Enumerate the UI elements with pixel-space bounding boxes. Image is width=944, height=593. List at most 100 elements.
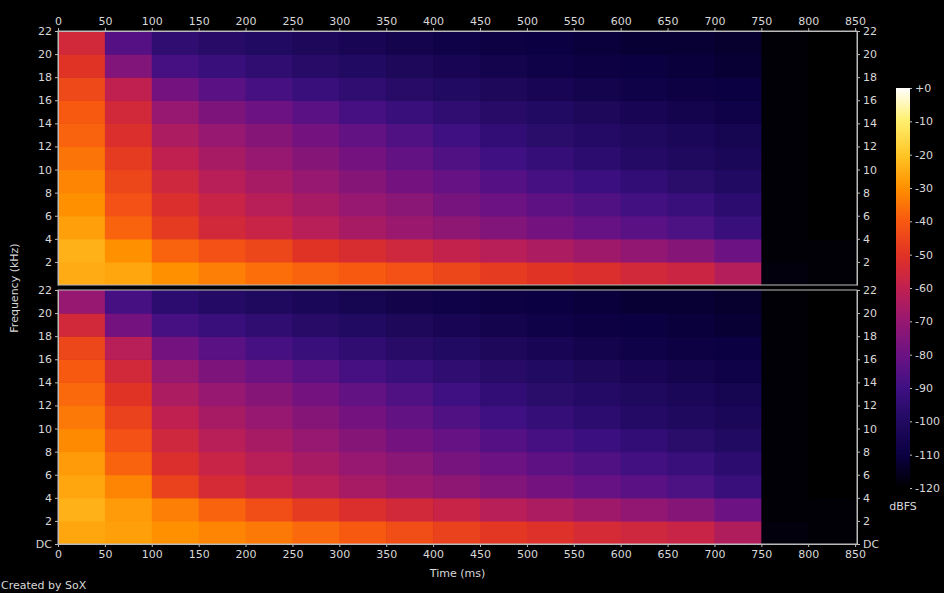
cell <box>714 382 761 406</box>
tick-label: 14 <box>863 117 877 130</box>
cell <box>808 100 855 124</box>
tick-mark <box>105 544 106 547</box>
tick-label: 2 <box>863 515 870 528</box>
cell <box>339 31 386 55</box>
cell <box>105 262 152 285</box>
cell <box>433 31 480 55</box>
tick-label: 4 <box>45 492 52 505</box>
tick-mark <box>55 336 58 337</box>
tick: -10 <box>910 115 933 128</box>
cell <box>574 123 621 147</box>
tick-mark <box>55 216 58 217</box>
panel-frame <box>58 31 857 285</box>
tick-label: 16 <box>38 94 52 107</box>
tick: 250 <box>282 15 303 31</box>
cell <box>714 521 761 544</box>
cell <box>621 336 668 360</box>
cell <box>339 382 386 406</box>
cell <box>668 262 715 285</box>
tick-label: 800 <box>798 548 819 561</box>
cell <box>433 359 480 383</box>
cell <box>480 359 527 383</box>
cell <box>58 452 105 476</box>
cell <box>480 123 527 147</box>
cell <box>433 429 480 453</box>
cell <box>246 146 293 170</box>
cell <box>668 290 715 314</box>
tick-mark <box>55 239 58 240</box>
cell <box>574 452 621 476</box>
tick-mark <box>292 544 293 547</box>
tick-mark <box>55 313 58 314</box>
tick: 450 <box>470 15 491 31</box>
axis-line <box>910 89 911 489</box>
cell <box>527 100 574 124</box>
cell <box>105 100 152 124</box>
cell <box>433 77 480 101</box>
cell <box>152 170 199 194</box>
cell <box>621 100 668 124</box>
tick-label: 12 <box>38 399 52 412</box>
cell <box>621 170 668 194</box>
cell <box>246 170 293 194</box>
cell <box>58 54 105 78</box>
cell <box>386 54 433 78</box>
cell <box>386 475 433 499</box>
tick-mark <box>910 121 912 122</box>
cell <box>339 359 386 383</box>
tick: 550 <box>564 15 585 31</box>
tick-mark <box>857 54 860 55</box>
tick-label: -80 <box>915 349 933 362</box>
tick: 200 <box>236 544 257 561</box>
tick: 22 <box>38 284 58 297</box>
cell <box>246 100 293 124</box>
cell <box>339 77 386 101</box>
tick: 18 <box>857 71 877 84</box>
cell <box>339 452 386 476</box>
cell <box>199 77 246 101</box>
tick: 550 <box>564 544 585 561</box>
cell <box>761 100 808 124</box>
tick: -20 <box>910 149 933 162</box>
cell <box>152 405 199 429</box>
tick-mark <box>199 28 200 31</box>
cell <box>292 31 339 55</box>
tick-mark <box>857 429 860 430</box>
cell <box>152 521 199 544</box>
tick-label: 4 <box>45 233 52 246</box>
cell <box>246 405 293 429</box>
cell <box>527 405 574 429</box>
cell <box>714 336 761 360</box>
cell <box>808 77 855 101</box>
tick: 10 <box>857 423 877 436</box>
tick-mark <box>386 28 387 31</box>
tick-label: 2 <box>45 515 52 528</box>
cell <box>58 123 105 147</box>
cell <box>480 170 527 194</box>
cell <box>761 54 808 78</box>
cell <box>621 452 668 476</box>
tick-label: 350 <box>376 548 397 561</box>
cell <box>761 31 808 55</box>
cell <box>105 359 152 383</box>
tick-label: +0 <box>915 82 931 95</box>
cell <box>246 77 293 101</box>
tick: 6 <box>857 469 870 482</box>
cell <box>714 170 761 194</box>
cell <box>199 405 246 429</box>
tick-mark <box>55 100 58 101</box>
tick: 750 <box>751 544 772 561</box>
cell <box>433 405 480 429</box>
tick: 4 <box>857 233 870 246</box>
cell <box>480 77 527 101</box>
tick-label: 650 <box>658 15 679 28</box>
cell <box>527 77 574 101</box>
cell <box>668 382 715 406</box>
spectrogram-panel <box>58 31 856 285</box>
cell <box>246 31 293 55</box>
tick: 16 <box>857 94 877 107</box>
colorbar-title: dBFS <box>889 500 917 513</box>
cell <box>480 498 527 522</box>
cell <box>199 54 246 78</box>
cell <box>105 54 152 78</box>
